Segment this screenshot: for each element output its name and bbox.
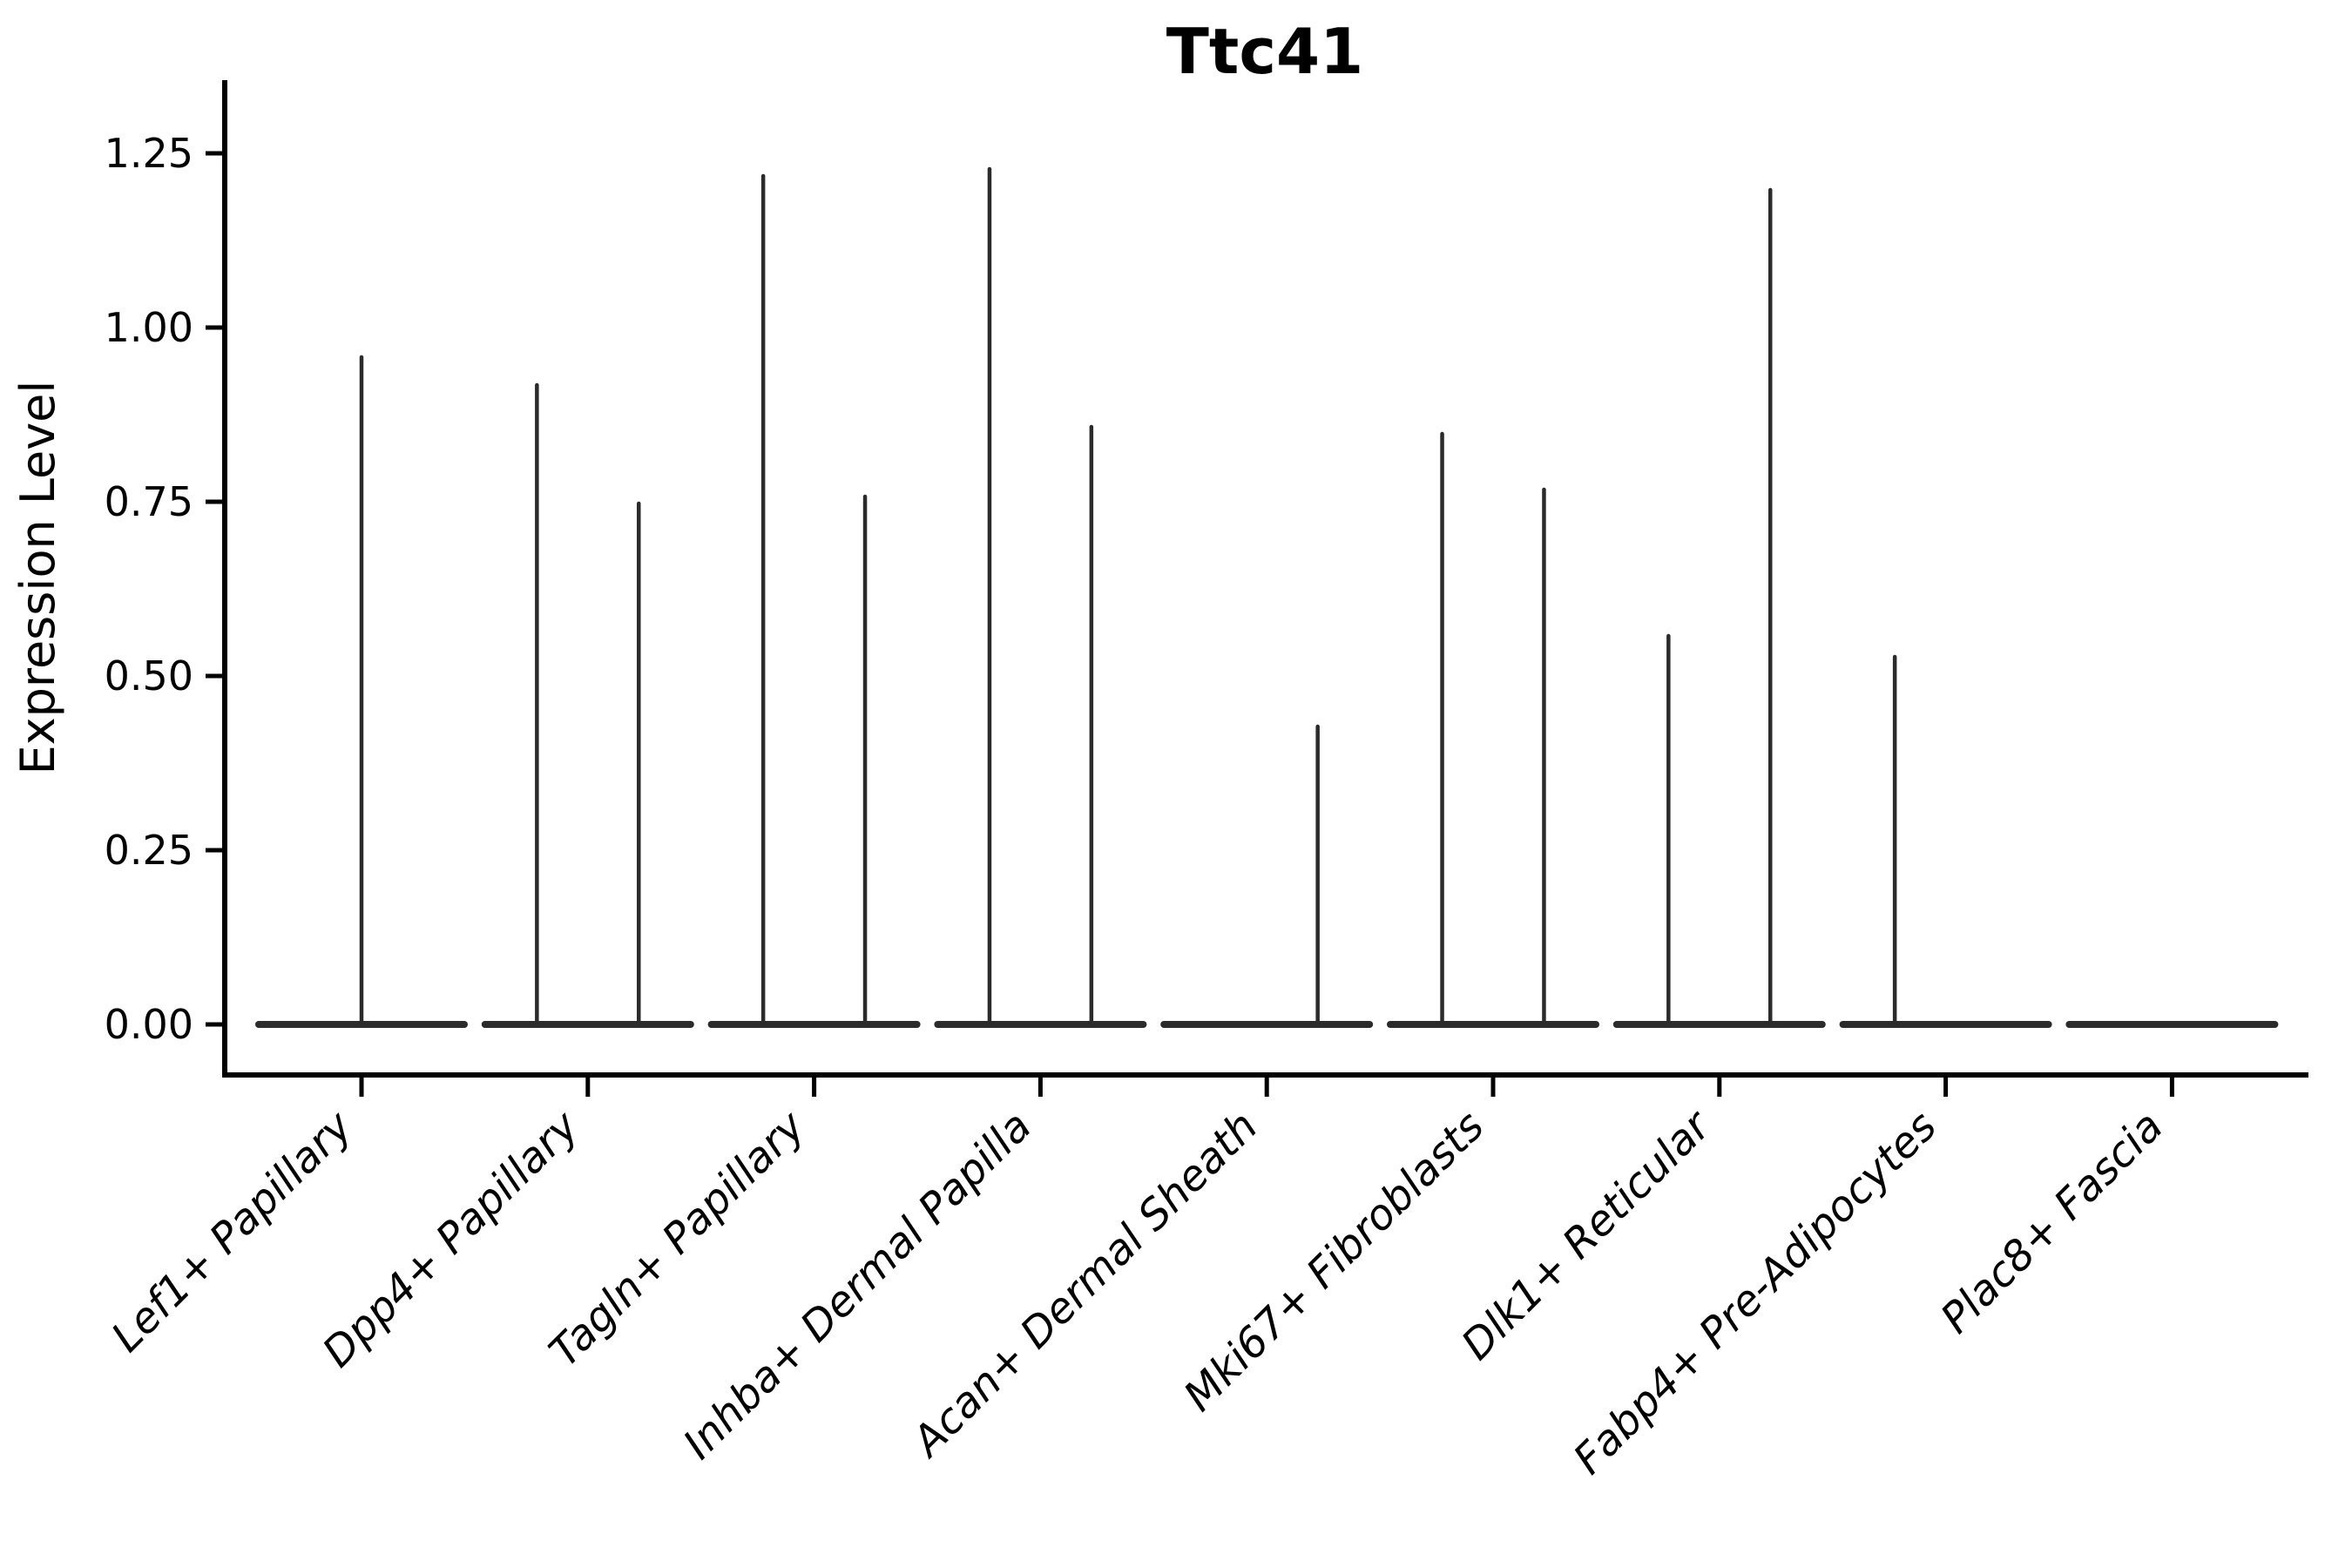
- violins: [255, 166, 2279, 1028]
- y-tick-label: 1.00: [105, 304, 193, 351]
- y-tick-label: 0.00: [105, 1001, 193, 1048]
- axes: [222, 80, 2308, 1078]
- plot-title: Ttc41: [1166, 15, 1363, 88]
- y-axis-label: Expression Level: [10, 381, 65, 775]
- x-tick-label: Dlk1+ Reticular: [1452, 1100, 1722, 1370]
- x-tick-label: Lef1+ Papillary: [102, 1101, 362, 1362]
- x-axis-ticks: [359, 1075, 2174, 1097]
- axis-spines: [222, 80, 2308, 1078]
- y-tick-label: 1.25: [105, 130, 193, 177]
- y-tick-label: 0.75: [105, 478, 193, 525]
- y-tick-label: 0.25: [105, 827, 193, 874]
- y-tick-label: 0.50: [105, 652, 193, 700]
- x-tick-label: Plac8+ Fascia: [1931, 1102, 2173, 1343]
- y-axis-ticks: 0.00 0.25 0.50 0.75 1.00 1.25: [105, 130, 225, 1048]
- x-tick-label: Fabp4+ Pre-Adipocytes: [1565, 1102, 1947, 1484]
